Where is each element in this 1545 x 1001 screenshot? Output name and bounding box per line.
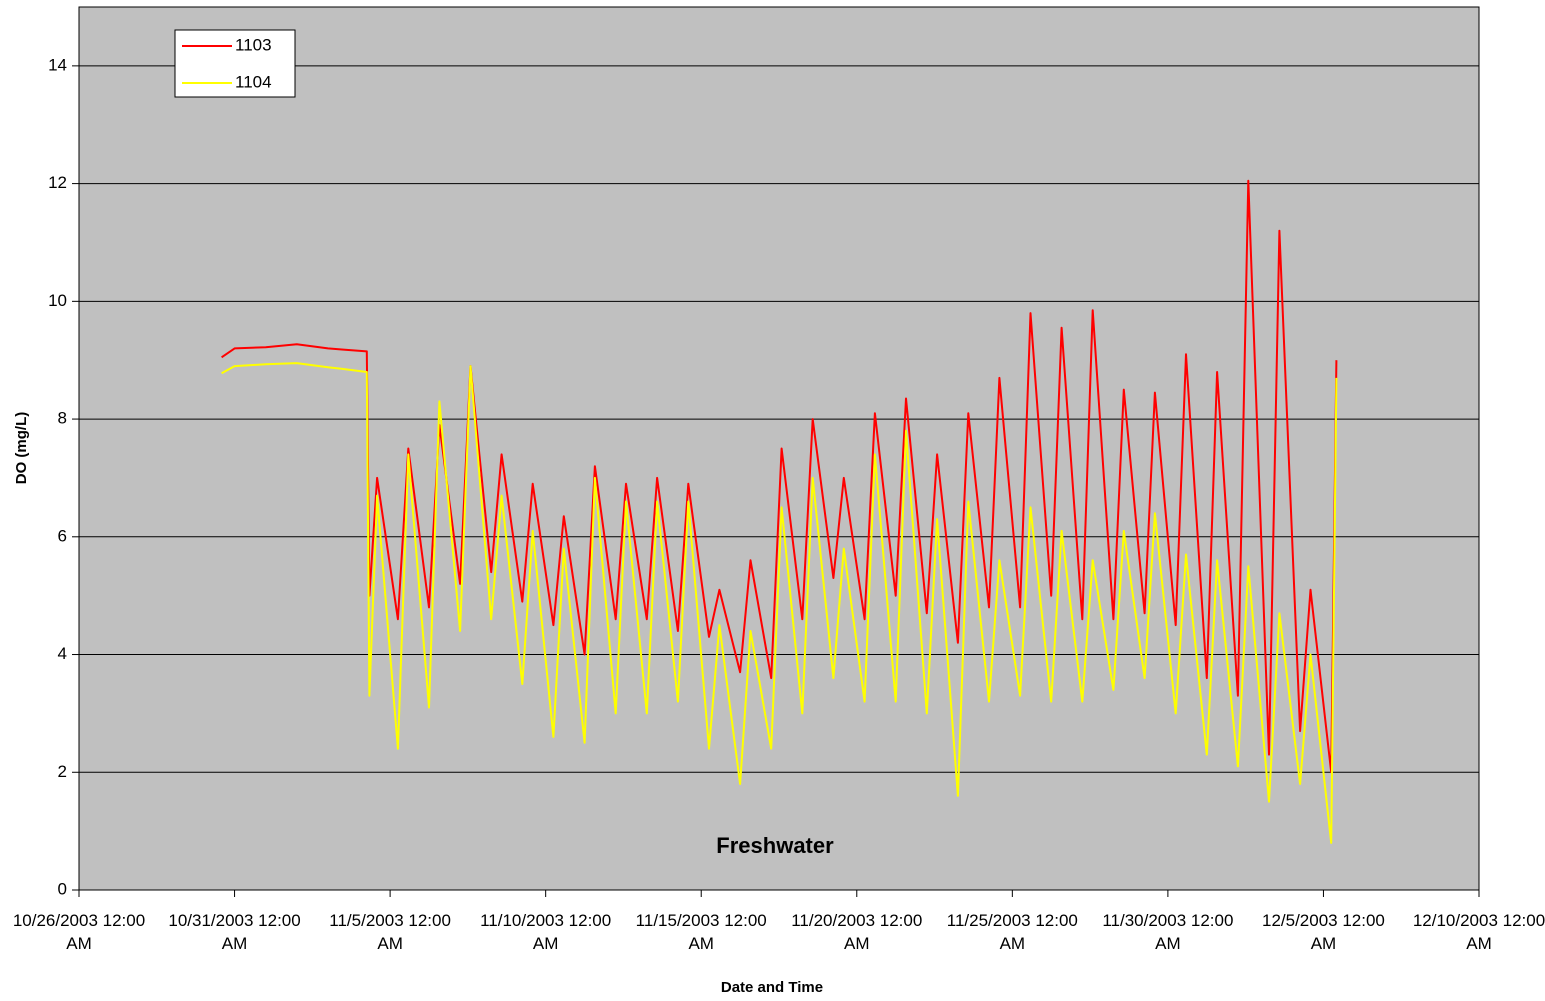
grid: 0 2 4 6 8 10 12 14: [48, 55, 1480, 898]
x-tick-label: 12/10/2003 12:00 AM: [1412, 911, 1545, 953]
x-tick-label: 11/25/2003 12:00 AM: [946, 911, 1078, 953]
legend: 1103 1104: [174, 29, 296, 98]
lines: [221, 179, 1338, 844]
legend-box: [174, 29, 296, 98]
x-tick-label: 11/10/2003 12:00 AM: [480, 911, 612, 953]
x-tick-label: 11/20/2003 12:00 AM: [791, 911, 923, 953]
legend-label: 1103: [235, 35, 272, 54]
x-axis-title: Date and Time: [721, 979, 823, 996]
x-tick-label: 11/5/2003 12:00 AM: [329, 911, 451, 953]
data-line: [221, 362, 1338, 844]
x-tick-label: 10/26/2003 12:00 AM: [12, 911, 146, 953]
x-tick-label: 11/30/2003 12:00 AM: [1102, 911, 1234, 953]
plot-area: [78, 6, 1480, 891]
y-tick-label: 6: [58, 526, 67, 545]
y-axis-title: DO (mg/L): [13, 412, 30, 485]
legend-label: 1104: [235, 72, 272, 91]
y-tick-label: 2: [58, 762, 67, 781]
annotation: Freshwater: [716, 833, 834, 858]
y-tick-label: 10: [48, 291, 67, 310]
y-tick-label: 8: [58, 409, 67, 428]
y-tick-label: 12: [48, 173, 67, 192]
y-tick-label: 0: [58, 879, 67, 898]
y-tick-label: 14: [48, 55, 67, 74]
y-tick-label: 4: [58, 644, 67, 663]
x-tick-label: 11/15/2003 12:00 AM: [635, 911, 767, 953]
x-tick-label: 10/31/2003 12:00 AM: [168, 911, 301, 953]
x-tick-label: 12/5/2003 12:00 AM: [1261, 911, 1385, 953]
